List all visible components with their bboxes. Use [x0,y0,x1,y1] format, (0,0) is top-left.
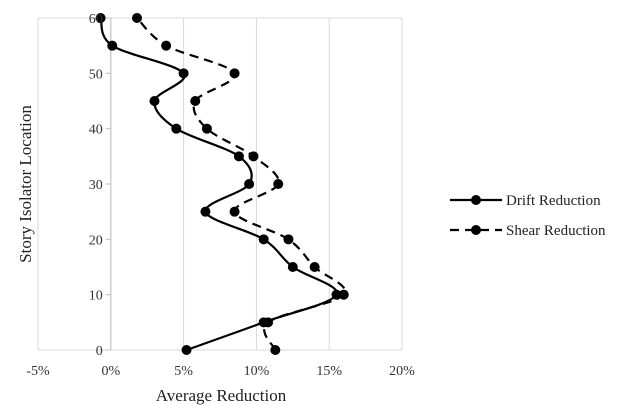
chart-series [95,13,349,355]
y-tick-label: 60 [89,12,103,27]
data-point-shear-reduction [229,206,240,217]
data-point-shear-reduction [132,13,143,23]
series-line-shear-reduction [136,17,347,351]
data-point-drift-reduction [107,40,118,51]
data-point-drift-reduction [258,234,269,245]
data-point-shear-reduction [190,96,201,106]
data-point-shear-reduction [248,151,259,162]
x-tick-label: 20% [389,364,415,379]
y-tick-label: 0 [96,344,103,359]
data-point-shear-reduction [309,262,320,272]
data-point-drift-reduction [178,68,189,79]
data-point-drift-reduction [181,345,192,355]
y-axis-title: Story Isolator Location [16,105,35,263]
y-tick-label: 50 [89,67,103,82]
legend-swatch-marker-shear-reduction [471,225,481,235]
x-tick-label: 0% [101,364,120,379]
x-tick-label: 15% [316,364,342,379]
data-point-shear-reduction [283,234,294,245]
data-point-drift-reduction [200,206,211,217]
data-point-drift-reduction [171,123,182,134]
data-point-drift-reduction [95,13,106,23]
data-point-shear-reduction [273,179,284,189]
data-point-shear-reduction [263,317,274,328]
chart-legend: Drift Reduction Shear Reduction [450,193,606,239]
y-tick-label: 30 [89,178,103,193]
data-point-drift-reduction [287,262,298,272]
y-tick-label: 40 [89,123,103,138]
series-shear-reduction [132,13,349,355]
data-point-shear-reduction [270,345,281,355]
chart-tick-labels: 0 10 20 30 40 50 60 -5% 0% 5% 10% 15% 20% [26,12,415,379]
legend-label-drift-reduction: Drift Reduction [506,193,601,209]
data-point-drift-reduction [233,151,244,162]
series-line-drift-reduction [99,17,338,352]
legend-swatch-marker-drift-reduction [471,195,481,205]
y-tick-label: 20 [89,233,103,248]
data-point-drift-reduction [244,179,255,189]
x-tick-label: 5% [174,364,193,379]
x-tick-label: 10% [244,364,270,379]
data-point-shear-reduction [201,123,212,134]
x-axis-title: Average Reduction [156,386,287,405]
data-point-drift-reduction [149,96,160,106]
data-point-shear-reduction [161,40,172,51]
y-tick-label: 10 [89,289,103,304]
x-tick-label: -5% [26,364,50,379]
legend-label-shear-reduction: Shear Reduction [506,223,606,239]
data-point-shear-reduction [229,68,240,79]
data-point-shear-reduction [338,289,349,300]
series-drift-reduction [95,13,342,355]
chart-axes [105,17,112,351]
